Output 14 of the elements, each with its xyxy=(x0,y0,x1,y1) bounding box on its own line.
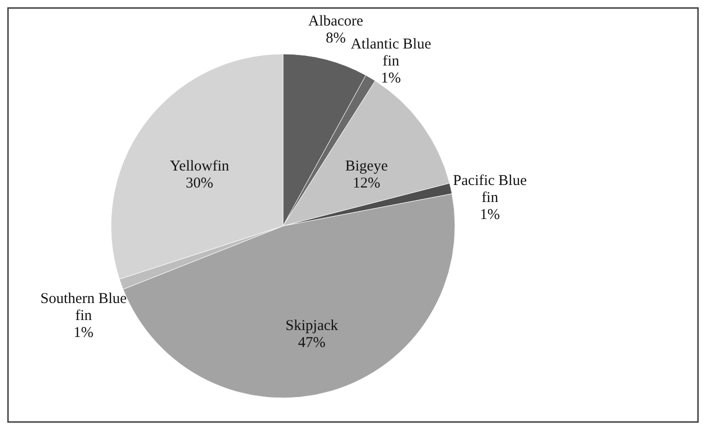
slice-label: Bigeye xyxy=(345,158,388,174)
data-label: 12% xyxy=(352,175,380,192)
data-label: 1% xyxy=(74,324,94,341)
data-label: 1% xyxy=(480,206,500,223)
slice-label: Skipjack xyxy=(286,318,339,334)
slice-label: Albacore xyxy=(308,14,364,30)
slice-label: Southern Blue fin xyxy=(40,290,127,324)
data-label: 47% xyxy=(298,335,326,352)
data-label: 30% xyxy=(186,175,214,192)
slice-label: Yellowfin xyxy=(170,158,230,174)
slice-label: Pacific Blue fin xyxy=(453,172,528,206)
slice-label: Atlantic Blue fin xyxy=(350,36,432,70)
data-label: 1% xyxy=(380,70,401,87)
data-label: 8% xyxy=(326,30,346,47)
